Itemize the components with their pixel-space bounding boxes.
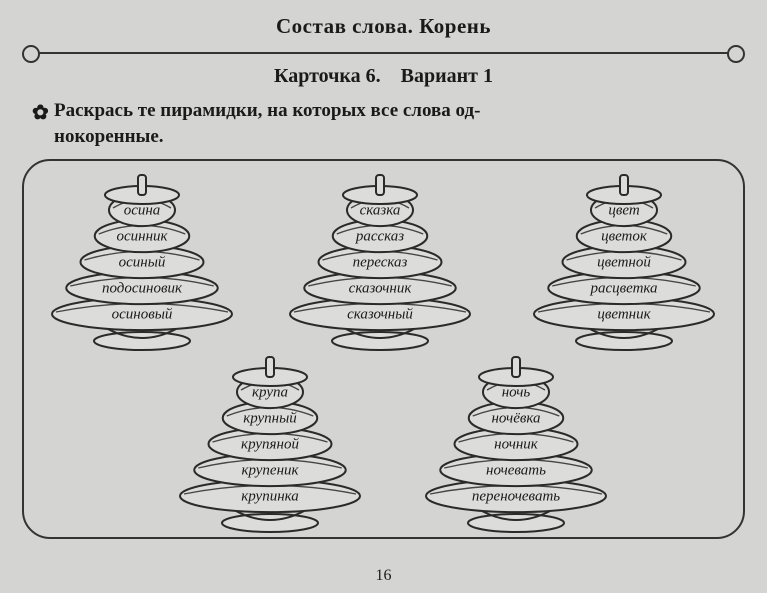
pyramid-word: пересказ	[353, 255, 408, 271]
instruction-line1: Раскрась те пирамидки, на которых все сл…	[54, 100, 480, 121]
pyramid-word: осиновый	[112, 307, 173, 323]
divider-knob-left	[22, 45, 40, 63]
card-label: Карточка 6.	[274, 65, 381, 87]
pyramid-svg: переночеватьночеватьночникночёвканочь	[416, 349, 616, 539]
pyramid-p2: сказочныйсказочникпересказрассказсказка	[280, 167, 480, 357]
pyramid-p4: крупинкакрупениккрупянойкрупныйкрупа	[170, 349, 370, 539]
pyramid-p5: переночеватьночеватьночникночёвканочь	[416, 349, 616, 539]
divider-knob-right	[727, 45, 745, 63]
pyramid-base	[222, 514, 318, 532]
pyramid-stick	[512, 357, 520, 377]
pyramid-word: цветок	[601, 229, 648, 245]
pyramid-word: ночевать	[486, 463, 546, 479]
pyramid-stick	[138, 175, 146, 195]
pyramid-word: крупяной	[241, 437, 299, 453]
pyramid-p3: цветникрасцветкацветнойцветокцвет	[524, 167, 724, 357]
pyramid-svg: сказочныйсказочникпересказрассказсказка	[280, 167, 480, 357]
instruction-bullet-icon: ✿	[32, 100, 49, 127]
divider-stroke	[26, 52, 741, 54]
divider-line	[26, 45, 741, 59]
pyramid-svg: цветникрасцветкацветнойцветокцвет	[524, 167, 724, 357]
exercise-frame: осиновыйподосиновикосиныйосинникосинаска…	[22, 159, 745, 539]
worksheet-page: Состав слова. Корень Карточка 6. Вариант…	[0, 0, 767, 593]
pyramid-word: рассказ	[355, 229, 404, 245]
card-subtitle: Карточка 6. Вариант 1	[22, 65, 745, 88]
pyramid-word: цветной	[597, 255, 651, 271]
pyramid-base	[576, 332, 672, 350]
pyramid-stick	[620, 175, 628, 195]
pyramid-base	[468, 514, 564, 532]
pyramid-base	[94, 332, 190, 350]
pyramid-word: подосиновик	[102, 281, 183, 297]
variant-label: Вариант 1	[401, 65, 493, 87]
pyramid-word: сказочник	[349, 281, 413, 297]
instruction-text: ✿ Раскрась те пирамидки, на которых все …	[54, 98, 731, 149]
pyramid-word: крупеник	[241, 463, 299, 479]
pyramid-word: переночевать	[472, 489, 560, 505]
pyramid-stick	[266, 357, 274, 377]
pyramid-word: цветник	[597, 307, 651, 323]
pyramid-word: крупинка	[241, 489, 299, 505]
pyramid-stick	[376, 175, 384, 195]
pyramid-word: расцветка	[589, 281, 657, 297]
section-title: Состав слова. Корень	[22, 14, 745, 39]
pyramids-container: осиновыйподосиновикосиныйосинникосинаска…	[30, 169, 737, 531]
pyramid-word: ночник	[494, 437, 539, 453]
pyramid-svg: осиновыйподосиновикосиныйосинникосина	[42, 167, 242, 357]
pyramid-word: крупный	[243, 411, 297, 427]
pyramid-base	[332, 332, 428, 350]
pyramid-word: ночёвка	[491, 411, 540, 427]
pyramid-word: осиный	[119, 255, 166, 271]
pyramid-word: сказочный	[347, 307, 413, 323]
page-number: 16	[0, 567, 767, 585]
pyramid-word: осинник	[116, 229, 168, 245]
instruction-line2: нокоренные.	[54, 126, 164, 147]
pyramid-svg: крупинкакрупениккрупянойкрупныйкрупа	[170, 349, 370, 539]
pyramid-p1: осиновыйподосиновикосиныйосинникосина	[42, 167, 242, 357]
